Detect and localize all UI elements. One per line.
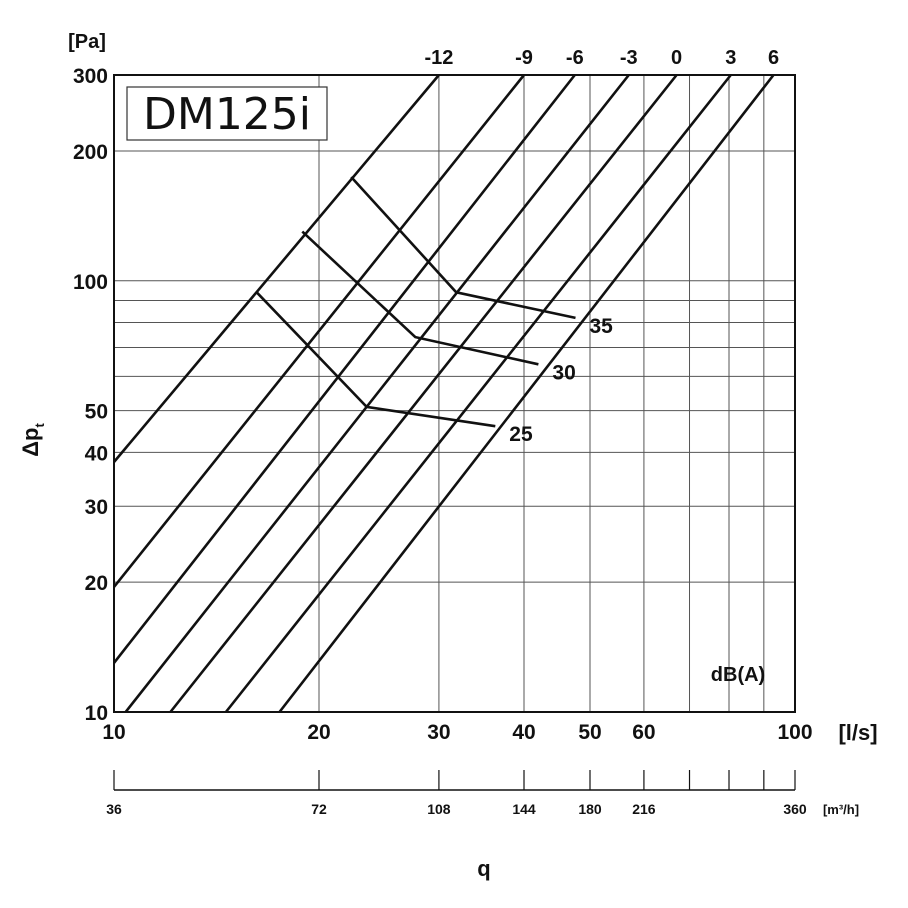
x2-tick-label: 144 — [512, 801, 536, 817]
operating-curve-label: 25 — [509, 423, 533, 446]
plot-frame — [113, 74, 796, 713]
x2-tick-label: 72 — [311, 801, 327, 817]
x-tick-label: 50 — [578, 721, 601, 744]
db-line--9 — [112, 74, 526, 588]
db-line-label: -9 — [515, 47, 533, 69]
y-tick-label: 10 — [85, 702, 108, 725]
y-tick-label: 50 — [85, 401, 108, 424]
y-tick-label: 40 — [85, 442, 108, 465]
y-axis-label-main: Δp — [18, 428, 43, 457]
db-line-6 — [278, 74, 775, 713]
title-box: DM125i — [126, 86, 328, 141]
tick-labels: 10 20 30 40 50 60 100 10 20 30 40 50 100 200 300 — [73, 65, 813, 744]
db-line-0 — [169, 74, 678, 713]
operating-curve-30 — [301, 230, 539, 366]
grid — [113, 74, 796, 713]
operating-curve-25 — [255, 291, 496, 428]
db-line--6 — [112, 74, 576, 664]
series-label: dB(A) — [711, 664, 765, 686]
y-tick-label: 100 — [73, 271, 108, 294]
db-line--12 — [113, 74, 440, 463]
y-unit-label: [Pa] — [68, 31, 106, 53]
y-axis-label-sub: t — [32, 423, 47, 428]
y-tick-label: 300 — [73, 65, 108, 88]
y-tick-label: 200 — [73, 141, 108, 164]
db-series-lines: -12 -9 -6 -3 0 3 6 — [112, 47, 779, 713]
operating-curve-35 — [350, 176, 576, 320]
x2-tick-label: 180 — [578, 801, 602, 817]
db-line-label: 6 — [768, 47, 779, 69]
x2-unit-label: [m³/h] — [823, 802, 859, 817]
x-tick-label: 20 — [307, 721, 330, 744]
x-axis-label: q — [477, 856, 490, 881]
x-tick-label: 40 — [512, 721, 535, 744]
x2-tick-label: 360 — [783, 801, 807, 817]
operating-curve-label: 35 — [589, 315, 613, 338]
db-line-label: -3 — [620, 47, 638, 69]
x-unit-label: [l/s] — [838, 720, 877, 745]
chart-title: DM125i — [143, 89, 311, 140]
y-tick-label: 20 — [85, 572, 108, 595]
y-tick-label: 30 — [85, 496, 108, 519]
db-line-label: -6 — [566, 47, 584, 69]
x-tick-label: 10 — [102, 721, 125, 744]
x2-tick-label: 36 — [106, 801, 122, 817]
svg-text:Δpt: Δpt — [18, 423, 47, 457]
x-tick-label: 100 — [777, 721, 812, 744]
secondary-flow-axis: 36 72 108 144 180 216 360 — [106, 770, 807, 817]
db-line-label: -12 — [424, 47, 453, 69]
operating-curve-label: 30 — [552, 361, 575, 384]
operating-curves: 25 30 35 — [255, 176, 613, 446]
db-line-3 — [224, 74, 732, 713]
db-line-label: 3 — [725, 47, 736, 69]
x-tick-label: 60 — [632, 721, 655, 744]
x-tick-label: 30 — [427, 721, 450, 744]
db-line--3 — [124, 74, 630, 713]
y-axis-label: Δpt — [18, 423, 47, 457]
x2-tick-label: 216 — [632, 801, 656, 817]
db-line-label: 0 — [671, 47, 682, 69]
x2-tick-label: 108 — [427, 801, 451, 817]
